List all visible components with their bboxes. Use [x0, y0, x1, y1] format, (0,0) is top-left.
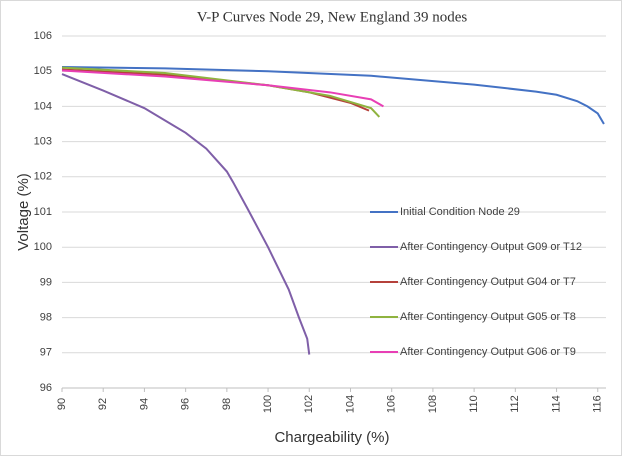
- y-tick-label: 105: [34, 65, 52, 77]
- x-tick-label: 102: [303, 395, 315, 413]
- x-tick-label: 116: [592, 395, 604, 413]
- y-tick-label: 101: [34, 206, 52, 218]
- y-tick-label: 100: [34, 241, 52, 253]
- y-tick-label: 102: [34, 171, 52, 183]
- series-line: [61, 69, 384, 108]
- x-tick-label: 90: [56, 398, 68, 410]
- x-tick-label: 96: [180, 398, 192, 410]
- x-tick-label: 100: [262, 395, 274, 413]
- x-tick-label: 94: [138, 398, 150, 410]
- legend-label: Initial Condition Node 29: [400, 206, 520, 218]
- y-tick-label: 106: [34, 30, 52, 42]
- legend-label: After Contingency Output G09 or T12: [400, 241, 582, 253]
- y-axis-title: Voltage (%): [15, 173, 32, 251]
- chart-title: V-P Curves Node 29, New England 39 nodes: [197, 9, 468, 25]
- y-tick-label: 97: [40, 347, 52, 359]
- legend-label: After Contingency Output G06 or T9: [400, 346, 576, 358]
- y-tick-label: 103: [34, 136, 52, 148]
- x-tick-label: 92: [97, 398, 109, 410]
- x-tick-label: 108: [427, 395, 439, 413]
- legend-label: After Contingency Output G04 or T7: [400, 276, 576, 288]
- x-tick-label: 110: [468, 395, 480, 413]
- series-line: [61, 66, 381, 118]
- y-tick-label: 98: [40, 312, 52, 324]
- y-tick-label: 96: [40, 382, 52, 394]
- series-line: [61, 65, 605, 125]
- x-axis-title: Chargeability (%): [274, 429, 389, 446]
- y-tick-label: 104: [34, 100, 52, 112]
- x-tick-label: 112: [509, 395, 521, 413]
- legend-label: After Contingency Output G05 or T8: [400, 311, 576, 323]
- x-tick-label: 104: [344, 395, 356, 413]
- x-tick-label: 106: [386, 395, 398, 413]
- x-tick-label: 114: [550, 395, 562, 413]
- x-tick-label: 98: [221, 398, 233, 410]
- y-tick-label: 99: [40, 276, 52, 288]
- series-line: [61, 73, 311, 355]
